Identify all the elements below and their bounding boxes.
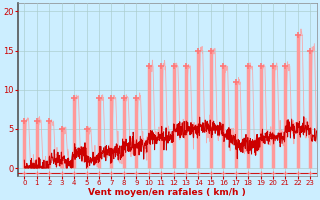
X-axis label: Vent moyen/en rafales ( km/h ): Vent moyen/en rafales ( km/h ) (88, 188, 246, 197)
